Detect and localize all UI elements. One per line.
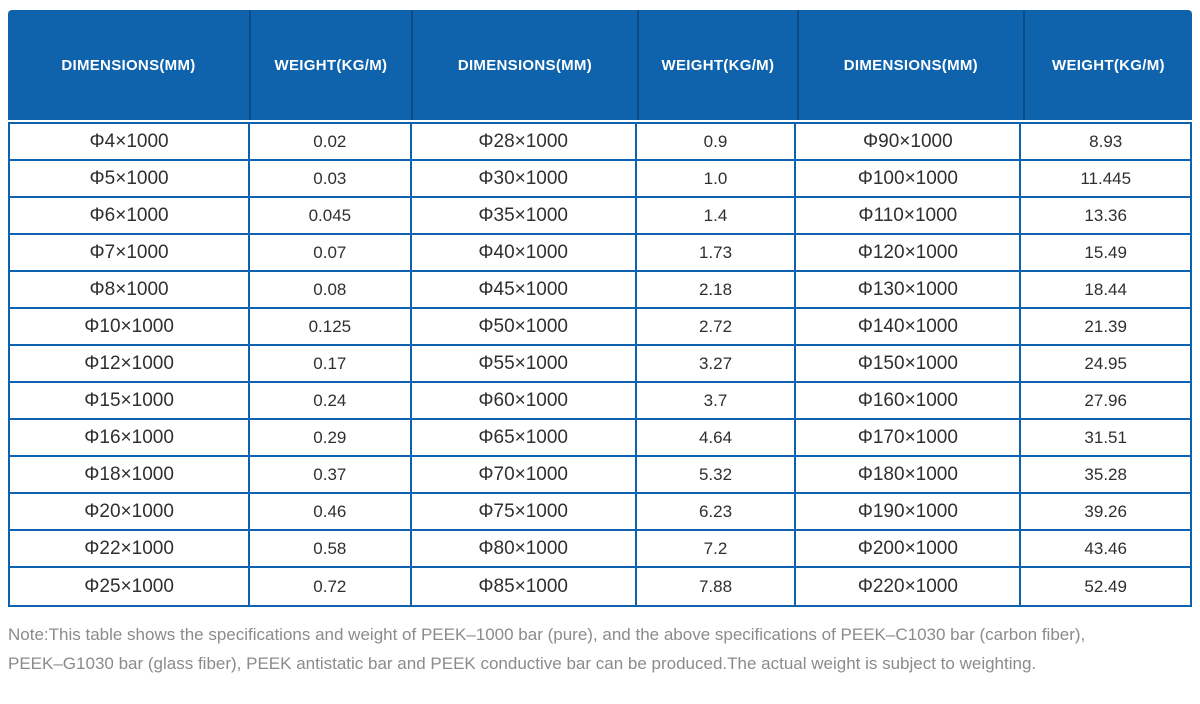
- dimension-cell: Φ30×1000: [411, 161, 637, 198]
- dimension-cell: Φ8×1000: [10, 272, 251, 309]
- dimension-cell: Φ65×1000: [411, 420, 637, 457]
- dimension-cell: Φ15×1000: [10, 383, 251, 420]
- dimension-cell: Φ40×1000: [411, 235, 637, 272]
- weight-cell: 1.73: [636, 235, 797, 272]
- weight-cell: 15.49: [1021, 235, 1190, 272]
- weight-cell: 43.46: [1021, 531, 1190, 568]
- weight-cell: 24.95: [1021, 346, 1190, 383]
- dimension-cell: Φ7×1000: [10, 235, 251, 272]
- header-dimensions: DIMENSIONS(MM): [796, 10, 1023, 120]
- weight-cell: 0.045: [250, 198, 412, 235]
- dimension-cell: Φ18×1000: [10, 457, 251, 494]
- note-line-1: Note:This table shows the specifications…: [8, 625, 1086, 644]
- dimension-cell: Φ80×1000: [411, 531, 637, 568]
- dimension-cell: Φ180×1000: [796, 457, 1022, 494]
- dimension-cell: Φ130×1000: [796, 272, 1022, 309]
- weight-cell: 0.37: [250, 457, 412, 494]
- dimension-cell: Φ120×1000: [796, 235, 1022, 272]
- spec-table: DIMENSIONS(MM) WEIGHT(KG/M) DIMENSIONS(MM)…: [8, 10, 1192, 678]
- dimension-cell: Φ16×1000: [10, 420, 251, 457]
- weight-cell: 1.0: [636, 161, 797, 198]
- weight-cell: 0.02: [250, 124, 412, 161]
- weight-cell: 2.72: [636, 309, 797, 346]
- weight-cell: 0.24: [250, 383, 412, 420]
- weight-cell: 11.445: [1021, 161, 1190, 198]
- weight-cell: 21.39: [1021, 309, 1190, 346]
- header-weight: WEIGHT(KG/M): [248, 10, 411, 120]
- dimension-cell: Φ28×1000: [411, 124, 637, 161]
- dimension-cell: Φ90×1000: [796, 124, 1022, 161]
- weight-cell: 27.96: [1021, 383, 1190, 420]
- weight-cell: 31.51: [1021, 420, 1190, 457]
- dimension-cell: Φ160×1000: [796, 383, 1022, 420]
- dimension-cell: Φ70×1000: [411, 457, 637, 494]
- dimension-cell: Φ55×1000: [411, 346, 637, 383]
- weight-cell: 13.36: [1021, 198, 1190, 235]
- weight-cell: 0.46: [250, 494, 412, 531]
- dimension-cell: Φ75×1000: [411, 494, 637, 531]
- dimension-cell: Φ25×1000: [10, 568, 251, 605]
- weight-cell: 0.17: [250, 346, 412, 383]
- dimension-cell: Φ190×1000: [796, 494, 1022, 531]
- dimension-cell: Φ110×1000: [796, 198, 1022, 235]
- weight-cell: 39.26: [1021, 494, 1190, 531]
- header-dimensions: DIMENSIONS(MM): [410, 10, 637, 120]
- dimension-cell: Φ200×1000: [796, 531, 1022, 568]
- dimension-cell: Φ140×1000: [796, 309, 1022, 346]
- dimension-cell: Φ45×1000: [411, 272, 637, 309]
- dimension-cell: Φ85×1000: [411, 568, 637, 605]
- weight-cell: 52.49: [1021, 568, 1190, 605]
- weight-cell: 18.44: [1021, 272, 1190, 309]
- weight-cell: 8.93: [1021, 124, 1190, 161]
- weight-cell: 7.88: [636, 568, 797, 605]
- weight-cell: 0.07: [250, 235, 412, 272]
- weight-cell: 0.125: [250, 309, 412, 346]
- weight-cell: 7.2: [636, 531, 797, 568]
- weight-cell: 5.32: [636, 457, 797, 494]
- note-text: Note:This table shows the specifications…: [8, 620, 1192, 678]
- table-header: DIMENSIONS(MM) WEIGHT(KG/M) DIMENSIONS(MM)…: [8, 10, 1192, 120]
- weight-cell: 2.18: [636, 272, 797, 309]
- dimension-cell: Φ5×1000: [10, 161, 251, 198]
- dimension-cell: Φ60×1000: [411, 383, 637, 420]
- header-dimensions: DIMENSIONS(MM): [61, 56, 196, 74]
- dimension-cell: Φ100×1000: [796, 161, 1022, 198]
- dimension-cell: Φ4×1000: [10, 124, 251, 161]
- dimension-cell: Φ20×1000: [10, 494, 251, 531]
- dimension-cell: Φ12×1000: [10, 346, 251, 383]
- dimension-cell: Φ220×1000: [796, 568, 1022, 605]
- header-weight: WEIGHT(KG/M): [1022, 10, 1192, 120]
- weight-cell: 0.72: [250, 568, 412, 605]
- dimension-cell: Φ22×1000: [10, 531, 251, 568]
- dimension-cell: Φ35×1000: [411, 198, 637, 235]
- weight-cell: 6.23: [636, 494, 797, 531]
- note-line-2: PEEK–G1030 bar (glass fiber), PEEK antis…: [8, 654, 1037, 673]
- weight-cell: 0.29: [250, 420, 412, 457]
- weight-cell: 0.08: [250, 272, 412, 309]
- weight-cell: 0.03: [250, 161, 412, 198]
- dimension-cell: Φ50×1000: [411, 309, 637, 346]
- weight-cell: 35.28: [1021, 457, 1190, 494]
- weight-cell: 1.4: [636, 198, 797, 235]
- table-body: Φ4×1000 0.02 Φ28×1000 0.9 Φ90×1000 8.93 Φ5×100…: [8, 122, 1192, 607]
- weight-cell: 4.64: [636, 420, 797, 457]
- weight-cell: 3.27: [636, 346, 797, 383]
- weight-cell: 0.9: [636, 124, 797, 161]
- dimension-cell: Φ6×1000: [10, 198, 251, 235]
- header-weight: WEIGHT(KG/M): [636, 10, 797, 120]
- weight-cell: 0.58: [250, 531, 412, 568]
- dimension-cell: Φ150×1000: [796, 346, 1022, 383]
- dimension-cell: Φ170×1000: [796, 420, 1022, 457]
- dimension-cell: Φ10×1000: [10, 309, 251, 346]
- weight-cell: 3.7: [636, 383, 797, 420]
